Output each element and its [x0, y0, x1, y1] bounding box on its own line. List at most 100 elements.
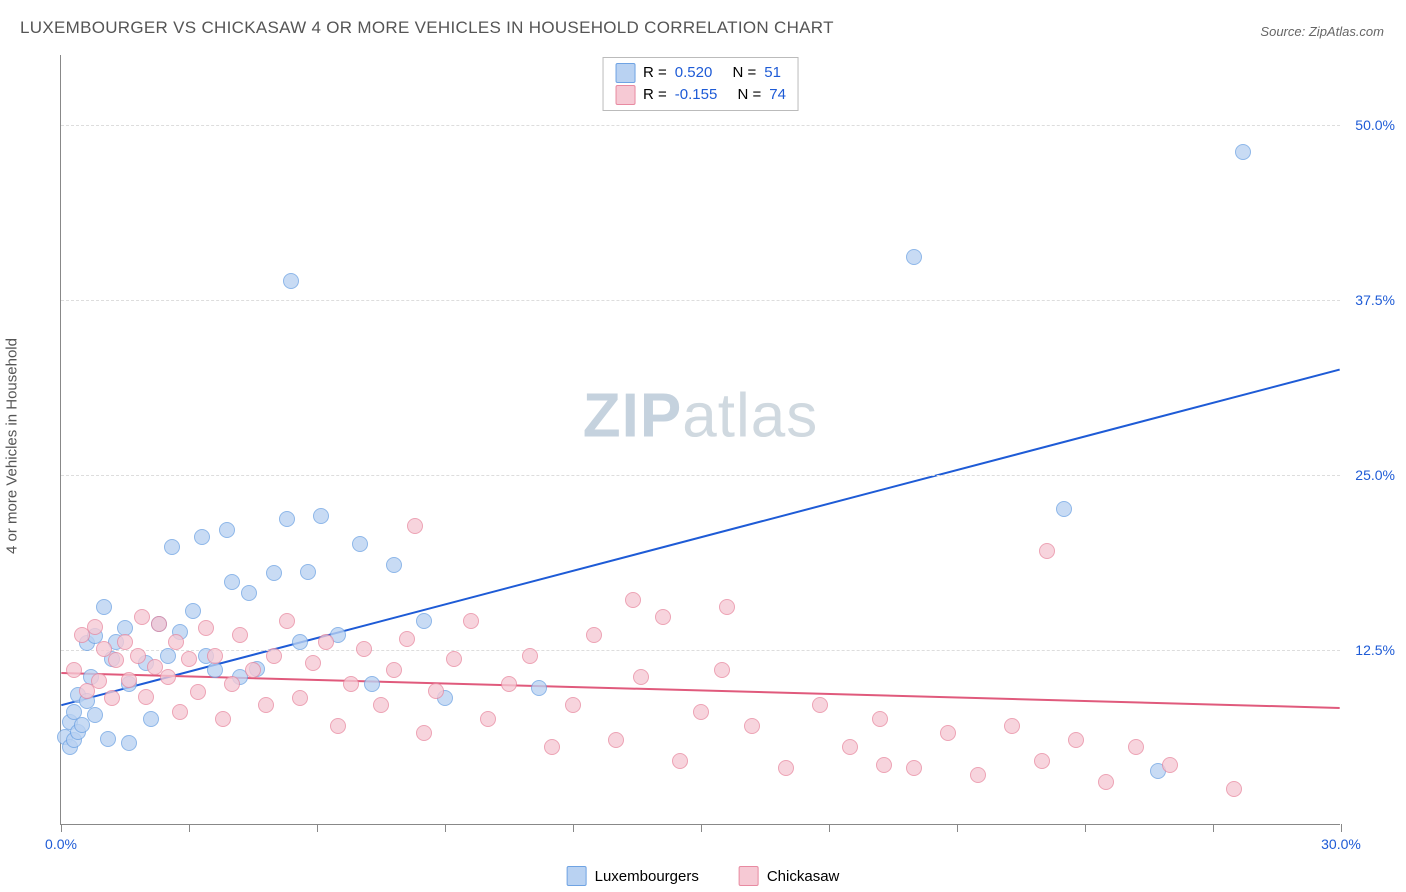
- ytick-label: 25.0%: [1345, 467, 1395, 483]
- data-point: [190, 684, 206, 700]
- data-point: [87, 707, 103, 723]
- data-point: [66, 662, 82, 678]
- data-point: [416, 613, 432, 629]
- data-point: [1034, 753, 1050, 769]
- data-point: [608, 732, 624, 748]
- data-point: [168, 634, 184, 650]
- data-point: [633, 669, 649, 685]
- data-point: [693, 704, 709, 720]
- data-point: [96, 599, 112, 615]
- data-point: [778, 760, 794, 776]
- data-point: [940, 725, 956, 741]
- data-point: [565, 697, 581, 713]
- data-point: [544, 739, 560, 755]
- data-point: [241, 585, 257, 601]
- r-value-0: 0.520: [675, 62, 713, 84]
- gridline-h: [61, 650, 1340, 651]
- n-value-1: 74: [769, 84, 786, 106]
- data-point: [480, 711, 496, 727]
- stats-box: R = 0.520 N = 51 R = -0.155 N = 74: [602, 57, 799, 111]
- legend: Luxembourgers Chickasaw: [567, 866, 840, 886]
- data-point: [1056, 501, 1072, 517]
- data-point: [266, 648, 282, 664]
- data-point: [407, 518, 423, 534]
- data-point: [373, 697, 389, 713]
- data-point: [207, 662, 223, 678]
- data-point: [87, 619, 103, 635]
- data-point: [300, 564, 316, 580]
- ytick-label: 37.5%: [1345, 292, 1395, 308]
- r-label-1: R =: [643, 84, 667, 106]
- legend-swatch-0: [567, 866, 587, 886]
- data-point: [232, 627, 248, 643]
- data-point: [872, 711, 888, 727]
- data-point: [160, 648, 176, 664]
- data-point: [744, 718, 760, 734]
- data-point: [672, 753, 688, 769]
- data-point: [292, 634, 308, 650]
- data-point: [151, 616, 167, 632]
- data-point: [100, 731, 116, 747]
- data-point: [194, 529, 210, 545]
- data-point: [224, 574, 240, 590]
- data-point: [386, 662, 402, 678]
- gridline-h: [61, 300, 1340, 301]
- data-point: [305, 655, 321, 671]
- data-point: [655, 609, 671, 625]
- xtick-label: 30.0%: [1321, 836, 1361, 852]
- y-axis-label: 4 or more Vehicles in Household: [4, 338, 21, 554]
- watermark-zip: ZIP: [583, 382, 682, 451]
- data-point: [876, 757, 892, 773]
- data-point: [416, 725, 432, 741]
- r-value-1: -0.155: [675, 84, 718, 106]
- watermark: ZIPatlas: [583, 381, 818, 452]
- source-credit: Source: ZipAtlas.com: [1260, 24, 1384, 39]
- data-point: [258, 697, 274, 713]
- data-point: [134, 609, 150, 625]
- xtick: [317, 824, 318, 832]
- data-point: [719, 599, 735, 615]
- data-point: [1068, 732, 1084, 748]
- xtick: [701, 824, 702, 832]
- xtick: [189, 824, 190, 832]
- n-value-0: 51: [764, 62, 781, 84]
- data-point: [1128, 739, 1144, 755]
- legend-item-0: Luxembourgers: [567, 866, 699, 886]
- data-point: [522, 648, 538, 664]
- data-point: [292, 690, 308, 706]
- ytick-label: 12.5%: [1345, 642, 1395, 658]
- data-point: [428, 683, 444, 699]
- plot-area: ZIPatlas R = 0.520 N = 51 R = -0.155 N =…: [60, 55, 1340, 825]
- data-point: [117, 634, 133, 650]
- data-point: [842, 739, 858, 755]
- data-point: [279, 511, 295, 527]
- stats-row-1: R = -0.155 N = 74: [615, 84, 786, 106]
- data-point: [108, 652, 124, 668]
- data-point: [625, 592, 641, 608]
- data-point: [207, 648, 223, 664]
- xtick: [957, 824, 958, 832]
- data-point: [531, 680, 547, 696]
- data-point: [198, 620, 214, 636]
- source-label: Source:: [1260, 24, 1305, 39]
- data-point: [121, 735, 137, 751]
- data-point: [1162, 757, 1178, 773]
- data-point: [330, 718, 346, 734]
- xtick: [445, 824, 446, 832]
- data-point: [1004, 718, 1020, 734]
- trend-line: [61, 370, 1339, 706]
- data-point: [219, 522, 235, 538]
- xtick-label: 0.0%: [45, 836, 77, 852]
- n-label-1: N =: [738, 84, 762, 106]
- data-point: [1039, 543, 1055, 559]
- xtick: [61, 824, 62, 832]
- data-point: [313, 508, 329, 524]
- xtick: [1085, 824, 1086, 832]
- data-point: [181, 651, 197, 667]
- data-point: [143, 711, 159, 727]
- ytick-label: 50.0%: [1345, 117, 1395, 133]
- data-point: [279, 613, 295, 629]
- data-point: [714, 662, 730, 678]
- data-point: [130, 648, 146, 664]
- r-label-0: R =: [643, 62, 667, 84]
